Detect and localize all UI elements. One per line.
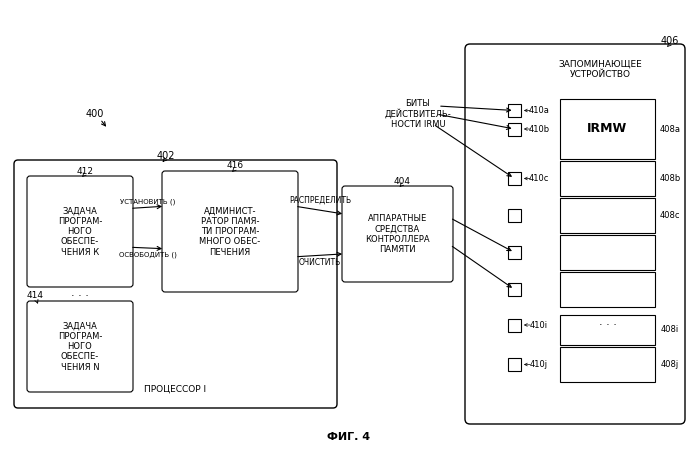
FancyBboxPatch shape (27, 301, 133, 392)
Text: 416: 416 (226, 162, 243, 170)
Text: ЗАДАЧА
ПРОГРАМ-
НОГО
ОБЕСПЕ-
ЧЕНИЯ К: ЗАДАЧА ПРОГРАМ- НОГО ОБЕСПЕ- ЧЕНИЯ К (58, 206, 102, 257)
Text: АДМИНИСТ-
РАТОР ПАМЯ-
ТИ ПРОГРАМ-
МНОГО ОБЕС-
ПЕЧЕНИЯ: АДМИНИСТ- РАТОР ПАМЯ- ТИ ПРОГРАМ- МНОГО … (199, 206, 261, 257)
Text: ЗАДАЧА
ПРОГРАМ-
НОГО
ОБЕСПЕ-
ЧЕНИЯ N: ЗАДАЧА ПРОГРАМ- НОГО ОБЕСПЕ- ЧЕНИЯ N (58, 321, 102, 372)
Text: ПРОЦЕССОР I: ПРОЦЕССОР I (145, 385, 207, 393)
Text: 410i: 410i (530, 320, 548, 330)
Text: · · ·: · · · (71, 291, 89, 301)
Text: 412: 412 (76, 167, 94, 175)
Bar (508, 319, 521, 331)
Text: 402: 402 (157, 151, 175, 161)
Text: РАСПРЕДЕЛИТЬ: РАСПРЕДЕЛИТЬ (289, 196, 351, 205)
Text: 410a: 410a (528, 106, 549, 115)
Text: 400: 400 (86, 109, 104, 119)
Bar (508, 358, 521, 371)
Text: 408b: 408b (659, 174, 681, 183)
Text: 410b: 410b (528, 124, 549, 134)
Text: 406: 406 (661, 36, 679, 46)
Text: ФИГ. 4: ФИГ. 4 (327, 432, 370, 442)
Bar (560, 99, 655, 159)
Bar (508, 246, 521, 259)
Text: 410j: 410j (530, 360, 548, 369)
Bar (508, 209, 521, 222)
Bar (560, 235, 655, 270)
Text: 414: 414 (27, 291, 43, 301)
Bar (560, 315, 655, 345)
Text: ЗАПОМИНАЮЩЕЕ
УСТРОЙСТВО: ЗАПОМИНАЮЩЕЕ УСТРОЙСТВО (559, 59, 642, 78)
Bar (508, 104, 521, 117)
Text: 408a: 408a (659, 124, 681, 134)
Text: ОСВОБОДИТЬ (): ОСВОБОДИТЬ () (119, 251, 176, 257)
Text: БИТЫ
ДЕЙСТВИТЕЛЬ-
НОСТИ IRMU: БИТЫ ДЕЙСТВИТЕЛЬ- НОСТИ IRMU (384, 99, 452, 129)
Text: · · ·: · · · (598, 320, 617, 330)
Text: 408i: 408i (661, 325, 679, 335)
Bar (508, 123, 521, 135)
Text: ОЧИСТИТЬ: ОЧИСТИТЬ (299, 258, 341, 267)
Text: УСТАНОВИТЬ (): УСТАНОВИТЬ () (120, 198, 175, 205)
Text: 408c: 408c (660, 211, 680, 220)
Text: 410c: 410c (529, 174, 549, 183)
Bar (560, 347, 655, 382)
FancyBboxPatch shape (465, 44, 685, 424)
FancyBboxPatch shape (27, 176, 133, 287)
Text: 404: 404 (394, 177, 411, 185)
FancyBboxPatch shape (162, 171, 298, 292)
Text: АППАРАТНЫЕ
СРЕДСТВА
КОНТРОЛЛЕРА
ПАМЯТИ: АППАРАТНЫЕ СРЕДСТВА КОНТРОЛЛЕРА ПАМЯТИ (365, 214, 430, 254)
Bar (508, 283, 521, 296)
Bar (560, 198, 655, 233)
FancyBboxPatch shape (342, 186, 453, 282)
Bar (560, 161, 655, 196)
Bar (560, 272, 655, 307)
Bar (508, 172, 521, 185)
Text: IRMW: IRMW (587, 123, 628, 135)
Text: 408j: 408j (661, 360, 679, 369)
FancyBboxPatch shape (14, 160, 337, 408)
